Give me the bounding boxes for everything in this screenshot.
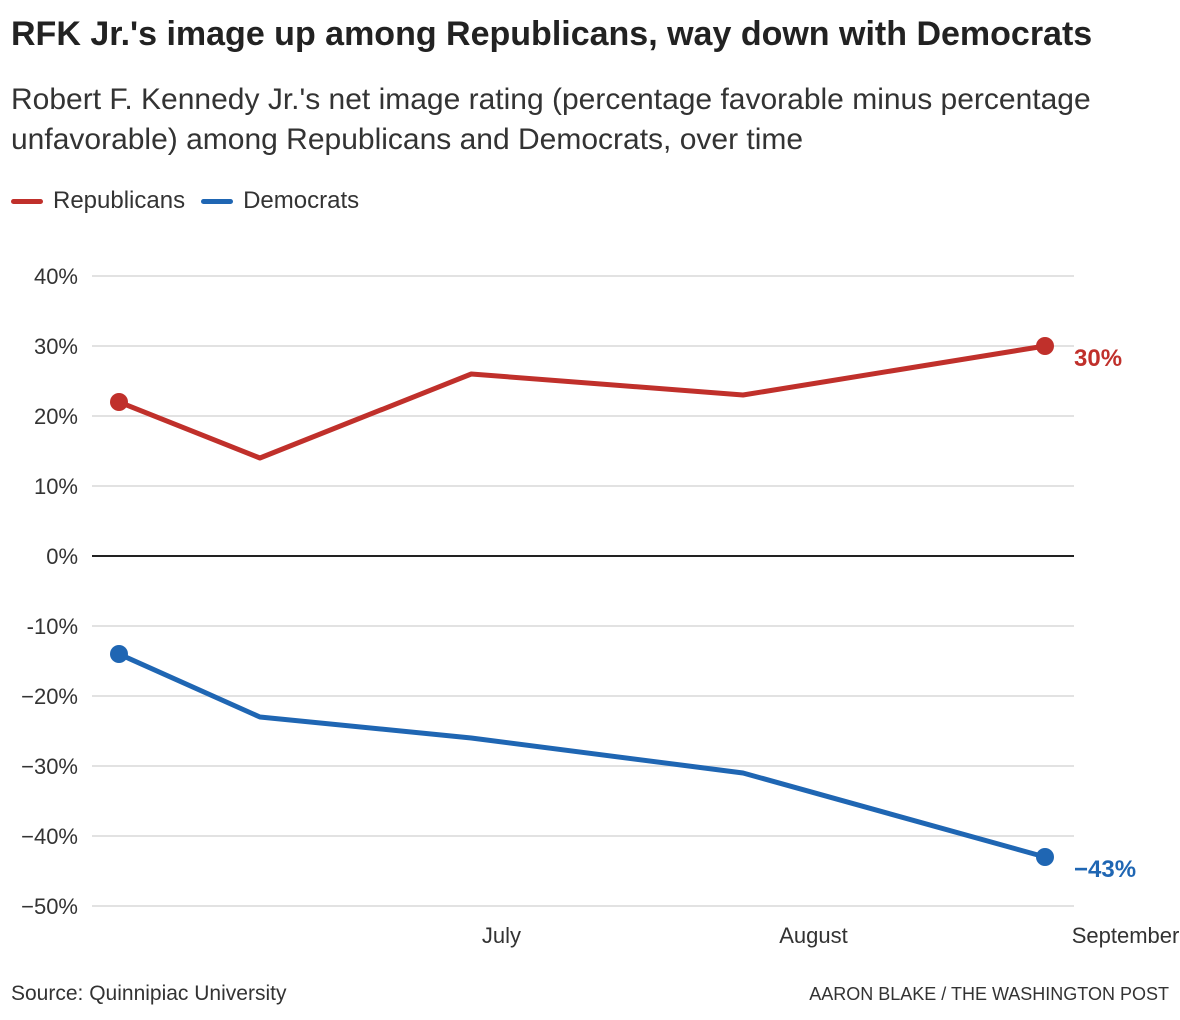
- y-tick-label: −20%: [21, 684, 78, 709]
- y-tick-label: −50%: [21, 894, 78, 919]
- end-label-democrats: −43%: [1074, 856, 1136, 883]
- series-point-republicans-start: [110, 393, 128, 411]
- x-tick-label: August: [779, 923, 848, 948]
- y-tick-label: 0%: [46, 544, 78, 569]
- label-layer: 30% −43%: [1074, 345, 1136, 883]
- y-tick-label: −30%: [21, 754, 78, 779]
- legend-item-democrats: Democrats: [201, 187, 359, 215]
- series-layer: [110, 337, 1054, 866]
- legend-item-republicans: Republicans: [11, 187, 185, 215]
- chart-title: RFK Jr.'s image up among Republicans, wa…: [11, 15, 1093, 53]
- chart-subtitle: Robert F. Kennedy Jr.'s net image rating…: [11, 83, 1091, 156]
- x-tick-label: September: [1072, 923, 1180, 948]
- series-point-democrats-end: [1036, 848, 1054, 866]
- source-note: Source: Quinnipiac University: [11, 982, 287, 1005]
- y-tick-label: 20%: [34, 404, 78, 429]
- series-point-democrats-start: [110, 645, 128, 663]
- grid-layer: [92, 275, 1074, 907]
- y-tick-label: 10%: [34, 474, 78, 499]
- legend-label-democrats: Democrats: [243, 187, 360, 214]
- series-point-republicans-end: [1036, 337, 1054, 355]
- legend-swatch-democrats: [201, 198, 234, 204]
- y-tick-label: 30%: [34, 334, 78, 359]
- legend-label-republicans: Republicans: [53, 187, 186, 214]
- legend-swatch-republicans: [11, 198, 43, 204]
- legend: Republicans Democrats: [11, 185, 375, 217]
- end-label-republicans: 30%: [1074, 345, 1122, 372]
- x-tick-label: July: [482, 923, 521, 948]
- credit-note: AARON BLAKE / THE WASHINGTON POST: [809, 984, 1169, 1004]
- series-line-democrats: [116, 651, 1048, 860]
- y-tick-label: 40%: [34, 264, 78, 289]
- series-line-republicans: [116, 343, 1048, 461]
- axis-layer: 40% 30% 20% 10% 0% -10% −20% −30% −40% −50% July Au…: [21, 264, 1179, 948]
- y-tick-label: −40%: [21, 824, 78, 849]
- y-tick-label: -10%: [27, 614, 78, 639]
